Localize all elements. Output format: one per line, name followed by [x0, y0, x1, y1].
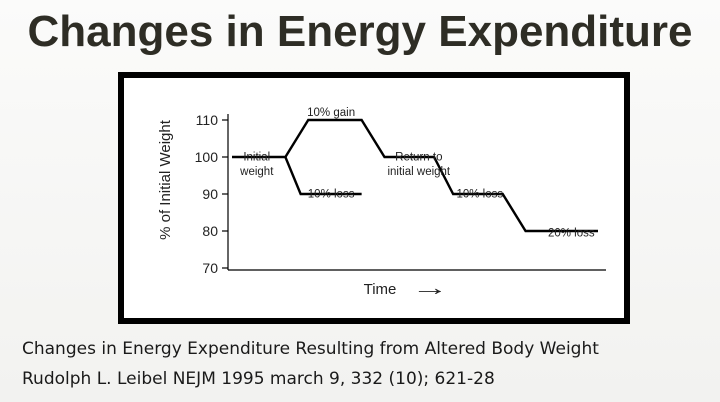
y-ticks: 110 100 90 80 70: [195, 112, 228, 276]
annotation-layer: 10% gain Initial weight 10% loss Return to in…: [239, 107, 595, 239]
annotation-label: weight: [239, 166, 274, 178]
annotation-label: 10% loss: [456, 188, 503, 200]
y-tick-label: 100: [195, 149, 219, 165]
annotation-label: 10% loss: [308, 188, 355, 200]
series-layer: [232, 118, 598, 233]
annotation-label: initial weight: [387, 166, 450, 178]
series-line-1: [232, 118, 598, 233]
y-tick-label: 110: [196, 112, 219, 128]
x-axis-label: Time: [364, 281, 397, 298]
chart-frame: % of Initial Weight 110 100 90 80 70 10% gai…: [118, 72, 630, 324]
annotation-label: 10% gain: [307, 107, 355, 119]
y-axis-label: % of Initial Weight: [157, 119, 174, 240]
y-tick-label: 90: [202, 186, 218, 202]
annotation-label: Initial: [243, 151, 270, 163]
y-tick-label: 70: [202, 260, 218, 276]
x-axis-arrow-icon: →: [411, 275, 448, 300]
caption-line-1: Changes in Energy Expenditure Resulting …: [22, 339, 599, 359]
slide-title: Changes in Energy Expenditure: [27, 7, 693, 56]
caption: Changes in Energy Expenditure Resulting …: [22, 334, 712, 394]
line-chart: % of Initial Weight 110 100 90 80 70 10% gai…: [157, 107, 606, 300]
series-line-2: [284, 156, 362, 196]
citation-line: Rudolph L. Leibel NEJM 1995 march 9, 332…: [22, 369, 495, 389]
annotation-label: Return to: [395, 151, 442, 163]
annotation-label: 20% loss: [548, 227, 595, 239]
y-tick-label: 80: [202, 223, 218, 239]
